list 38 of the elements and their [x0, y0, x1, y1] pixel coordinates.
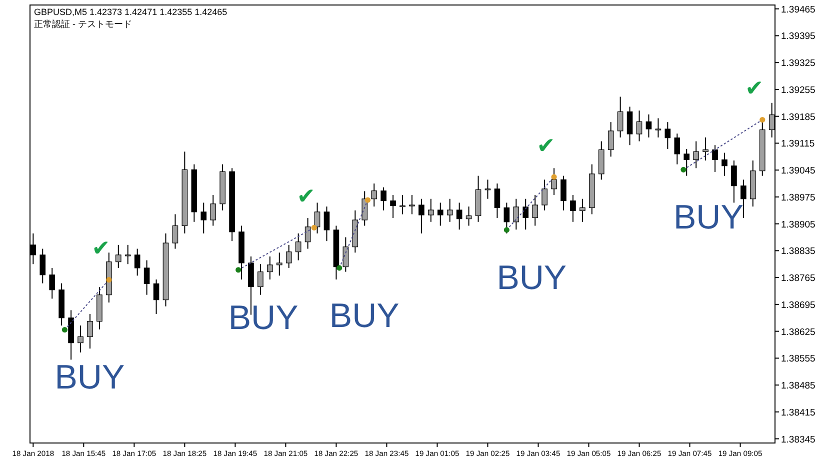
point	[236, 267, 242, 273]
text: 正常認証 - テストモード	[34, 19, 132, 29]
point	[62, 326, 68, 333]
y-tick-label: 1.38695	[781, 300, 816, 311]
point	[106, 277, 112, 283]
point	[364, 197, 371, 203]
point	[760, 116, 766, 123]
y-tick-label: 1.39395	[781, 31, 816, 42]
point	[504, 227, 510, 233]
annotation: BUY	[329, 296, 400, 335]
point	[551, 174, 557, 180]
y-tick-label: 1.38835	[781, 246, 816, 258]
annotation: BUY	[673, 198, 744, 237]
point	[311, 224, 317, 230]
y-tick-label: 1.38975	[781, 192, 816, 204]
y-tick-label: 1.39465	[781, 4, 816, 16]
annotation: BUY	[496, 258, 567, 297]
annotation: ✔	[92, 236, 110, 261]
y-tick-label: 1.38415	[781, 407, 816, 418]
y-tick-label: 1.38485	[781, 380, 816, 392]
chart-title: GBPUSD,M5 1.42373 1.42471 1.42355 1.42465	[34, 7, 228, 17]
annotation: BUY	[54, 358, 125, 397]
annotation: ✔	[745, 76, 764, 101]
y-tick-label: 1.39255	[781, 84, 816, 96]
point	[680, 166, 686, 172]
y-tick-label: 1.39115	[781, 138, 815, 150]
y-tick-label: 1.39185	[781, 112, 816, 123]
annotation: ✔	[296, 183, 316, 208]
y-tick-label: 1.39325	[781, 58, 816, 70]
y-tick-label: 1.39045	[781, 166, 816, 177]
annotation: BUY	[228, 298, 298, 337]
y-tick-label: 1.38765	[781, 273, 816, 284]
y-tick-label: 1.38625	[781, 326, 816, 338]
annotation: ✔	[536, 132, 556, 158]
y-tick-label: 1.38345	[781, 434, 816, 446]
y-tick-label: 1.38555	[781, 354, 816, 365]
point	[336, 265, 342, 271]
y-tick-label: 1.38905	[781, 219, 816, 230]
